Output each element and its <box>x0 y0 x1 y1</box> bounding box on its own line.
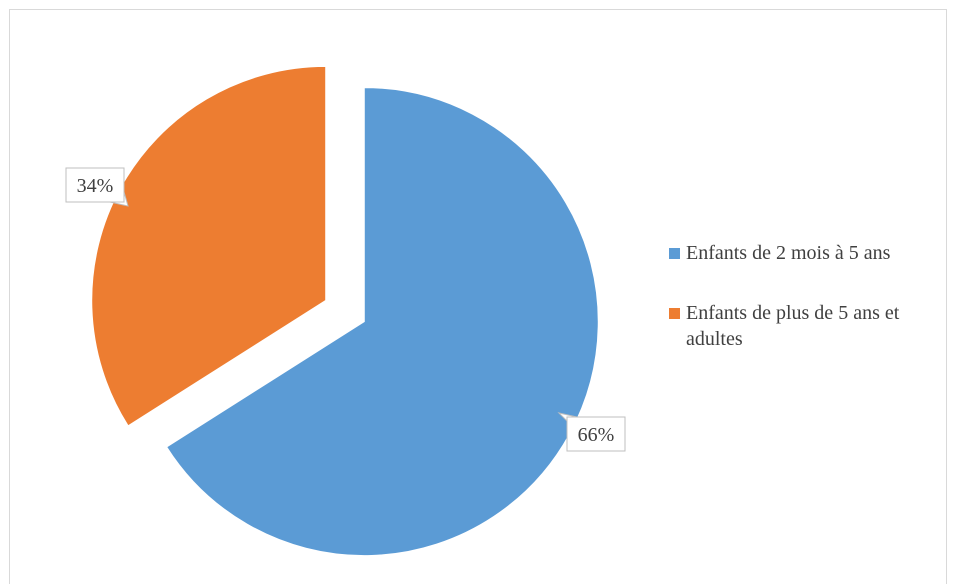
data-label-text-1: 34% <box>77 175 114 197</box>
data-label-1: 34% <box>65 167 129 207</box>
legend-item-0: Enfants de 2 mois à 5 ans <box>669 240 949 266</box>
legend-item-1: Enfants de plus de 5 ans et adultes <box>669 300 949 352</box>
legend-swatch-1 <box>669 308 680 319</box>
pie-slices-group <box>91 65 599 557</box>
legend-label-1: Enfants de plus de 5 ans et adultes <box>686 302 900 350</box>
data-label-0: 66% <box>557 412 626 452</box>
legend: Enfants de 2 mois à 5 ans Enfants de plu… <box>669 240 949 386</box>
data-label-box-0 <box>566 416 626 452</box>
data-labels-group: 66% 34% <box>65 167 626 452</box>
data-label-text-0: 66% <box>578 424 615 446</box>
legend-label-0: Enfants de 2 mois à 5 ans <box>686 242 891 264</box>
data-label-box-1 <box>65 167 125 203</box>
legend-swatch-0 <box>669 248 680 259</box>
